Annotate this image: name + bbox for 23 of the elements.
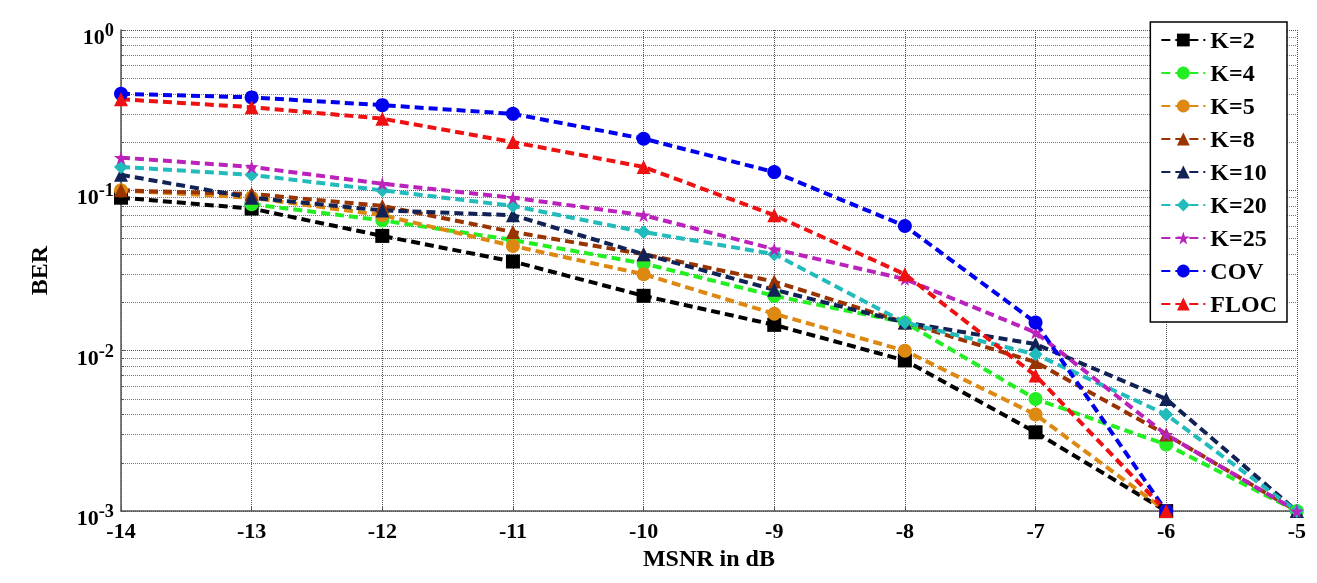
x-tick-label: -5 (1287, 517, 1306, 543)
x-tick-label: -11 (498, 517, 528, 543)
legend-label: K=10 (1210, 159, 1267, 185)
legend-label: K=2 (1210, 27, 1255, 53)
x-tick-label: -12 (367, 517, 397, 543)
legend-label: K=4 (1210, 60, 1255, 86)
legend-label: K=20 (1210, 192, 1267, 218)
legend-label: K=8 (1210, 126, 1255, 152)
legend-label: K=25 (1210, 225, 1267, 251)
x-tick-label: -10 (628, 517, 659, 543)
x-tick-label: -13 (236, 517, 267, 543)
y-tick-label: 10$^{-2}$ (76, 339, 114, 372)
legend-label: K=5 (1210, 93, 1255, 119)
x-axis-title: MSNR in dB (642, 545, 775, 571)
legend-label: COV (1210, 258, 1265, 284)
x-tick-label: -8 (895, 517, 915, 543)
x-tick-label: -7 (1026, 517, 1045, 543)
legend-label: FLOC (1210, 291, 1277, 317)
y-tick-label: 10$^{-1}$ (76, 179, 114, 211)
x-tick-label: -9 (765, 517, 784, 543)
x-tick-label: -6 (1157, 517, 1176, 543)
y-axis-title: BER (26, 245, 52, 296)
y-tick-label: 10$^{0}$ (82, 19, 114, 51)
